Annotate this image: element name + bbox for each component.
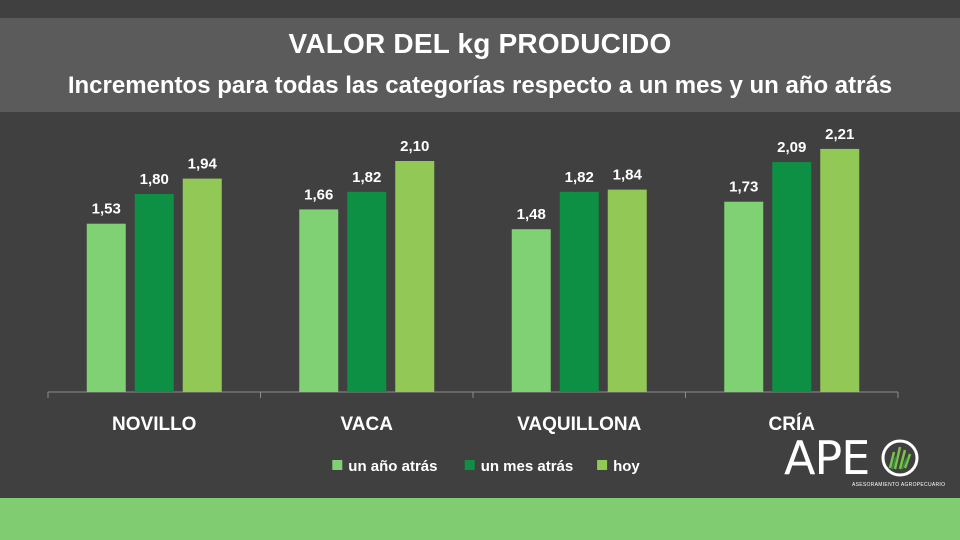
category-label: VAQUILLONA xyxy=(517,414,641,435)
ape-logo: APE ASESORAMIENTO AGROPECUARIO xyxy=(784,431,945,492)
category-label: NOVILLO xyxy=(112,414,196,435)
bottom-bar xyxy=(0,498,960,540)
grass-circle-icon xyxy=(881,439,919,477)
data-label: 1,94 xyxy=(188,156,218,173)
legend-label: un mes atrás xyxy=(481,458,574,475)
data-label: 1,73 xyxy=(729,179,758,196)
bar xyxy=(182,178,222,392)
chart-subtitle: Incrementos para todas las categorías re… xyxy=(67,72,893,99)
data-label: 2,09 xyxy=(777,139,806,156)
bar xyxy=(86,223,126,392)
data-label: 1,82 xyxy=(352,169,381,186)
data-label: 1,48 xyxy=(517,206,546,223)
data-label: 2,10 xyxy=(400,138,429,155)
bar xyxy=(134,194,174,392)
legend-swatch xyxy=(597,460,608,470)
bar xyxy=(724,201,764,392)
bar xyxy=(299,209,339,392)
category-label: VACA xyxy=(341,414,394,435)
legend-label: un año atrás xyxy=(348,458,437,475)
bar xyxy=(820,148,860,392)
bar xyxy=(772,162,812,392)
data-label: 1,53 xyxy=(92,201,121,218)
logo-text: APE xyxy=(784,431,870,485)
bar xyxy=(395,161,435,392)
bar xyxy=(347,191,387,392)
legend-swatch xyxy=(332,460,343,470)
data-label: 1,66 xyxy=(304,186,333,203)
data-label: 1,82 xyxy=(565,169,594,186)
bar xyxy=(559,191,599,392)
legend-swatch xyxy=(464,460,475,470)
legend-label: hoy xyxy=(613,458,640,475)
bar xyxy=(511,229,551,392)
bar-chart: 1,53 1,80 1,94 NOVILLO 1,66 1,82 2,10 VACA 1,48 1… xyxy=(47,126,899,475)
logo-tagline: ASESORAMIENTO AGROPECUARIO xyxy=(852,482,946,488)
chart-title: VALOR DEL kg PRODUCIDO xyxy=(288,28,672,59)
data-label: 1,84 xyxy=(613,167,643,184)
category-label: CRÍA xyxy=(769,413,816,435)
title-band xyxy=(0,18,960,112)
data-label: 1,80 xyxy=(140,171,169,188)
bar xyxy=(607,189,647,392)
data-label: 2,21 xyxy=(825,126,854,143)
